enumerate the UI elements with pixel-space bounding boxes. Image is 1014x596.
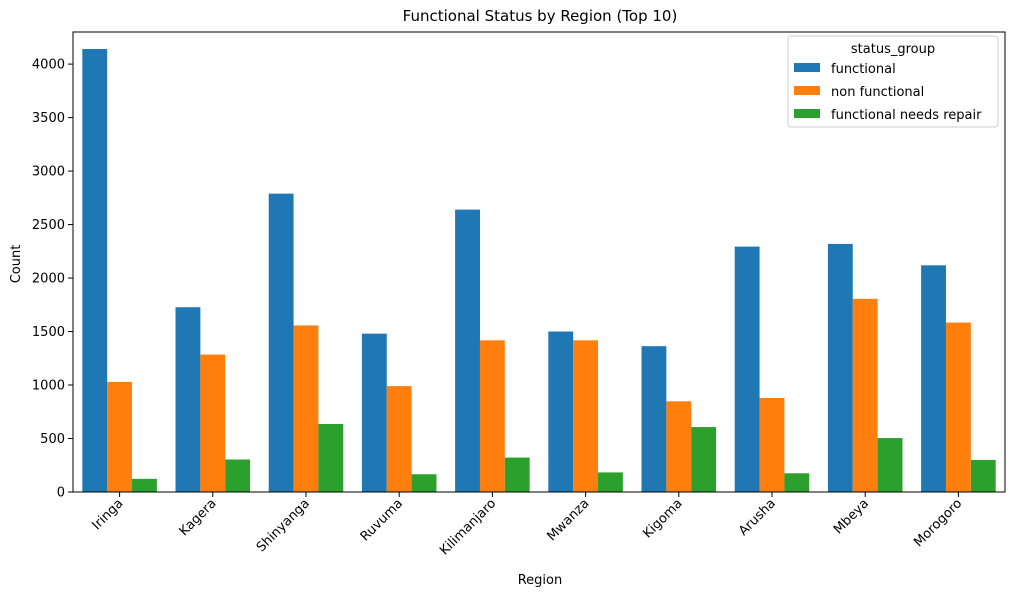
bar bbox=[268, 193, 294, 492]
legend-swatch bbox=[794, 63, 820, 72]
y-tick-label: 4000 bbox=[32, 58, 65, 73]
x-tick-label: Shinyanga bbox=[254, 496, 313, 555]
legend-label: functional bbox=[831, 62, 896, 77]
y-axis: 0 500 1000 1500 2000 2500 3000 3500 4000 bbox=[32, 58, 73, 501]
bar bbox=[852, 298, 878, 492]
bar bbox=[573, 340, 599, 492]
x-tick-label: Iringa bbox=[89, 496, 126, 533]
y-tick-label: 3000 bbox=[32, 165, 65, 180]
x-tick-label: Mbeya bbox=[831, 496, 872, 537]
bar bbox=[921, 265, 946, 492]
bar bbox=[361, 333, 387, 492]
y-tick-label: 3500 bbox=[32, 111, 65, 126]
bar bbox=[107, 381, 133, 492]
x-tick-label: Kigoma bbox=[640, 496, 685, 541]
bar bbox=[82, 49, 108, 492]
bar bbox=[200, 354, 226, 492]
bar bbox=[293, 325, 319, 492]
bar bbox=[386, 386, 412, 492]
x-tick-label: Kagera bbox=[177, 496, 220, 539]
bar bbox=[132, 478, 157, 492]
chart-title: Functional Status by Region (Top 10) bbox=[403, 7, 678, 25]
y-tick-label: 1500 bbox=[32, 325, 65, 340]
bar bbox=[784, 473, 810, 492]
x-axis: Iringa Kagera Shinyanga Ruvuma Kilimanjaro Mw… bbox=[89, 492, 965, 558]
legend-swatch bbox=[794, 86, 820, 95]
bar bbox=[175, 307, 201, 492]
bar bbox=[504, 457, 530, 492]
bar bbox=[877, 438, 903, 492]
x-tick-label: Kilimanjaro bbox=[437, 496, 499, 558]
bar bbox=[598, 472, 623, 492]
legend-title: status_group bbox=[851, 42, 935, 57]
x-axis-label: Region bbox=[518, 573, 563, 588]
x-tick-label: Morogoro bbox=[911, 496, 965, 550]
bar bbox=[318, 423, 344, 492]
y-tick-label: 500 bbox=[40, 432, 65, 447]
bar bbox=[734, 246, 760, 492]
plot-frame bbox=[72, 31, 1006, 493]
legend-entries: functional non functional functional needs… bbox=[794, 62, 982, 123]
bar bbox=[759, 397, 785, 492]
plot-area bbox=[72, 31, 1006, 493]
bar bbox=[827, 243, 853, 492]
bar bbox=[970, 459, 996, 492]
legend-label: functional needs repair bbox=[831, 108, 982, 123]
bar bbox=[479, 340, 505, 492]
bar bbox=[691, 427, 717, 492]
y-tick-label: 0 bbox=[57, 486, 65, 501]
y-tick-label: 2500 bbox=[32, 218, 65, 233]
y-axis-label: Count bbox=[9, 245, 24, 284]
bar bbox=[945, 322, 971, 492]
y-tick-label: 1000 bbox=[32, 379, 65, 394]
bar bbox=[548, 331, 574, 492]
bar bbox=[411, 474, 437, 492]
x-tick-label: Arusha bbox=[736, 496, 779, 539]
y-tick-label: 2000 bbox=[32, 272, 65, 287]
bar bbox=[225, 459, 251, 492]
x-tick-label: Ruvuma bbox=[358, 496, 406, 544]
bar bbox=[666, 401, 692, 492]
legend-box bbox=[787, 35, 999, 128]
legend-label: non functional bbox=[831, 85, 924, 100]
legend-swatch bbox=[794, 109, 820, 118]
x-tick-label: Mwanza bbox=[544, 496, 592, 544]
bar bbox=[641, 346, 667, 492]
bar bbox=[455, 209, 480, 492]
